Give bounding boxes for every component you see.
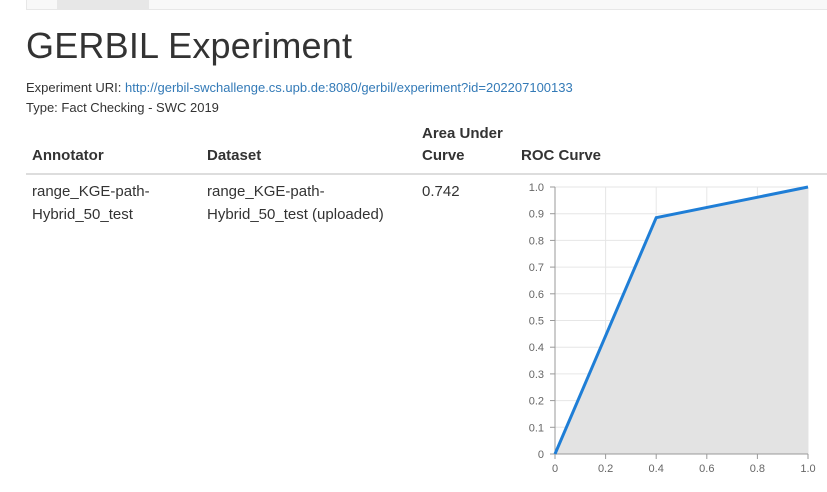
- cell-dataset-line1: range_KGE-path-: [207, 183, 325, 200]
- roc-chart: 00.10.20.30.40.50.60.70.80.91.0 0 0.2 0.4 0…: [529, 182, 816, 475]
- y-tick-label: 0: [538, 449, 544, 461]
- nav-tab-active[interactable]: [57, 0, 149, 9]
- y-tick-label: 0.9: [529, 209, 544, 221]
- cell-dataset: range_KGE-path- Hybrid_50_test (uploaded…: [207, 180, 384, 226]
- cell-dataset-line2: Hybrid_50_test (uploaded): [207, 206, 384, 223]
- y-tick-label: 1.0: [529, 182, 544, 194]
- header-dataset: Dataset: [207, 147, 262, 164]
- header-auc: Area Under Curve: [422, 123, 503, 167]
- cell-auc: 0.742: [422, 183, 460, 200]
- y-tick-label: 0.8: [529, 235, 544, 247]
- y-tick-label: 0.5: [529, 316, 544, 328]
- roc-area-fill: [555, 187, 808, 454]
- header-annotator: Annotator: [32, 147, 104, 164]
- header-auc-line2: Curve: [422, 147, 465, 164]
- x-tick-label: 0.2: [598, 463, 613, 475]
- y-tick-label: 0.1: [529, 422, 544, 434]
- chart-axes: [550, 186, 809, 459]
- cell-annotator-line1: range_KGE-path-: [32, 183, 150, 200]
- header-auc-line1: Area Under: [422, 125, 503, 142]
- experiment-uri-label: Experiment URI:: [26, 80, 122, 95]
- page-title: GERBIL Experiment: [26, 25, 353, 66]
- x-tick-label: 0.8: [750, 463, 765, 475]
- y-tick-labels: 0 0.1 0.2 0.3 0.4 0.5 0.6 0.7 0.8 0.9 1.0: [529, 182, 544, 461]
- x-tick-labels: 0 0.2 0.4 0.6 0.8 1.0: [552, 463, 816, 475]
- experiment-type: Type: Fact Checking - SWC 2019: [26, 100, 219, 115]
- y-tick-label: 0.6: [529, 289, 544, 301]
- header-roc: ROC Curve: [521, 147, 602, 164]
- cell-annotator-line2: Hybrid_50_test: [32, 206, 133, 223]
- x-tick-label: 0.6: [699, 463, 714, 475]
- table-header-divider: [26, 173, 827, 175]
- x-tick-label: 1.0: [800, 463, 815, 475]
- y-tick-label: 0.3: [529, 369, 544, 381]
- roc-series-line: [553, 185, 809, 455]
- y-tick-label: 0.2: [529, 396, 544, 408]
- experiment-uri-line: Experiment URI: http://gerbil-swchalleng…: [26, 80, 573, 95]
- x-tick-label: 0.4: [649, 463, 664, 475]
- y-tick-label: 0.7: [529, 262, 544, 274]
- cell-annotator: range_KGE-path- Hybrid_50_test: [32, 180, 150, 226]
- y-tick-label: 0.4: [529, 342, 544, 354]
- experiment-uri-link[interactable]: http://gerbil-swchallenge.cs.upb.de:8080…: [125, 80, 573, 95]
- x-tick-label: 0: [552, 463, 558, 475]
- top-navbar: [26, 0, 827, 10]
